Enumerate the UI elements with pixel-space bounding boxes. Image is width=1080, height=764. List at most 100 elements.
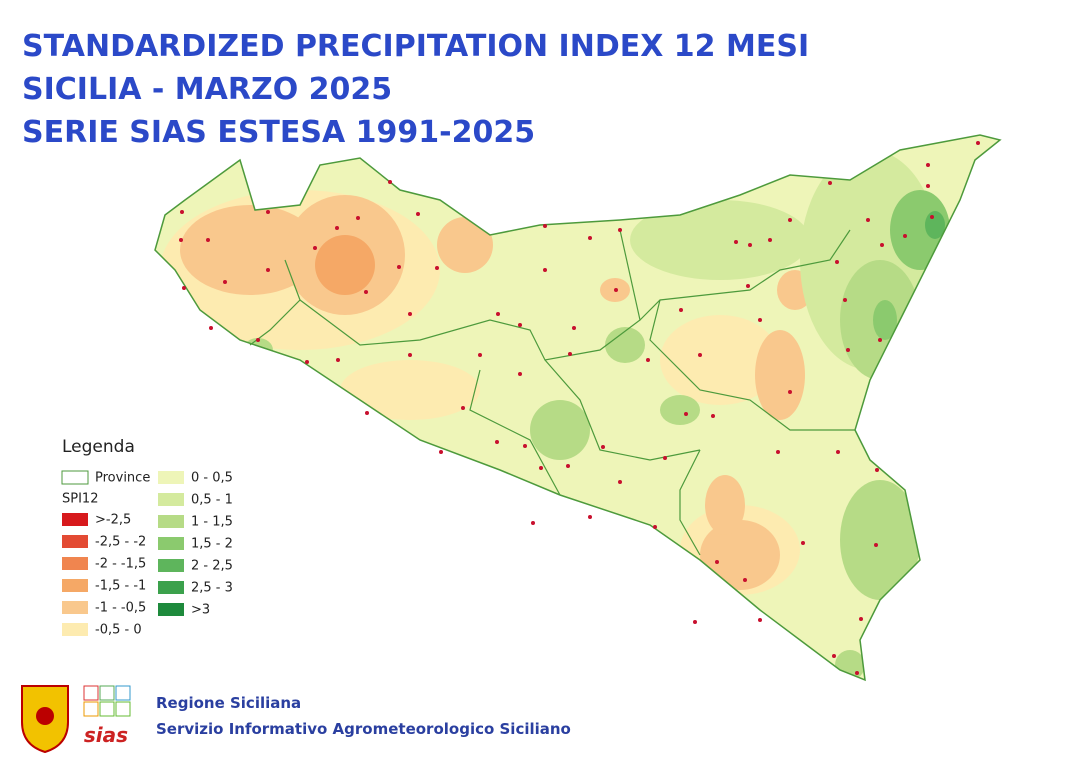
logo-regione (21, 685, 69, 754)
station (518, 323, 522, 327)
title-line: SICILIA - MARZO 2025 (22, 72, 392, 107)
station (397, 265, 401, 269)
station (746, 284, 750, 288)
station (305, 360, 309, 364)
station (976, 141, 980, 145)
legend-swatch (62, 579, 88, 592)
station (365, 411, 369, 415)
legend-label: -2 - -1,5 (95, 557, 146, 572)
station (875, 468, 879, 472)
station (523, 444, 527, 448)
station (618, 228, 622, 232)
legend-swatch (62, 601, 88, 614)
legend-label: 1,5 - 2 (191, 537, 233, 552)
station (179, 238, 183, 242)
station (531, 521, 535, 525)
station (693, 620, 697, 624)
station (416, 212, 420, 216)
station (518, 372, 522, 376)
station (859, 617, 863, 621)
station (313, 246, 317, 250)
legend-swatch (158, 471, 184, 484)
station (496, 312, 500, 316)
footer-line: Servizio Informativo Agrometeorologico S… (156, 720, 571, 738)
station (846, 348, 850, 352)
station (335, 226, 339, 230)
station (930, 215, 934, 219)
station (679, 308, 683, 312)
station (435, 266, 439, 270)
station (439, 450, 443, 454)
station (408, 353, 412, 357)
station (461, 406, 465, 410)
station (768, 238, 772, 242)
station (684, 412, 688, 416)
station (206, 238, 210, 242)
station (734, 240, 738, 244)
legend-swatch (158, 581, 184, 594)
station (843, 298, 847, 302)
station (776, 450, 780, 454)
station (698, 353, 702, 357)
spi-surface (155, 135, 1000, 680)
station (618, 480, 622, 484)
legend: >-2,5 -2,5 - -2 -2 - -1,5 -1,5 - -1 -1 - -0,… (62, 471, 233, 638)
station (653, 525, 657, 529)
station (614, 288, 618, 292)
legend-label: 1 - 1,5 (191, 515, 233, 530)
station (388, 180, 392, 184)
legend-label: 0 - 0,5 (191, 471, 233, 486)
station (543, 224, 547, 228)
legend-label: >-2,5 (95, 513, 131, 528)
legend-swatch (62, 557, 88, 570)
station (209, 326, 213, 330)
station (408, 312, 412, 316)
station (572, 326, 576, 330)
station (711, 414, 715, 418)
station (926, 163, 930, 167)
station (601, 445, 605, 449)
station (801, 541, 805, 545)
legend-title: Legenda (62, 437, 135, 457)
station (788, 218, 792, 222)
station (758, 618, 762, 622)
station (758, 318, 762, 322)
station (855, 671, 859, 675)
legend-label: -1,5 - -1 (95, 579, 146, 594)
station (356, 216, 360, 220)
legend-label: Province (95, 471, 150, 486)
station (743, 578, 747, 582)
station (478, 353, 482, 357)
province-swatch (61, 470, 89, 485)
station (748, 243, 752, 247)
legend-swatch (158, 559, 184, 572)
legend-label: >3 (191, 603, 210, 618)
station (543, 268, 547, 272)
legend-swatch (158, 515, 184, 528)
logo-text: sias (84, 723, 128, 747)
logo-sias: sias (83, 685, 131, 747)
station (880, 243, 884, 247)
station (788, 390, 792, 394)
province-borders (249, 229, 855, 556)
station (663, 456, 667, 460)
legend-label: 0,5 - 1 (191, 493, 233, 508)
station (646, 358, 650, 362)
title-line: STANDARDIZED PRECIPITATION INDEX 12 MESI (22, 29, 809, 64)
station (223, 280, 227, 284)
station (588, 236, 592, 240)
station (836, 450, 840, 454)
station (835, 260, 839, 264)
station (878, 338, 882, 342)
station (336, 358, 340, 362)
legend-label: -0,5 - 0 (95, 623, 142, 638)
station (256, 338, 260, 342)
footer-line: Regione Siciliana (156, 694, 301, 712)
station (588, 515, 592, 519)
station (715, 560, 719, 564)
legend-swatch (158, 603, 184, 616)
station (180, 210, 184, 214)
legend-label: 2,5 - 3 (191, 581, 233, 596)
legend-label: -1 - -0,5 (95, 601, 146, 616)
